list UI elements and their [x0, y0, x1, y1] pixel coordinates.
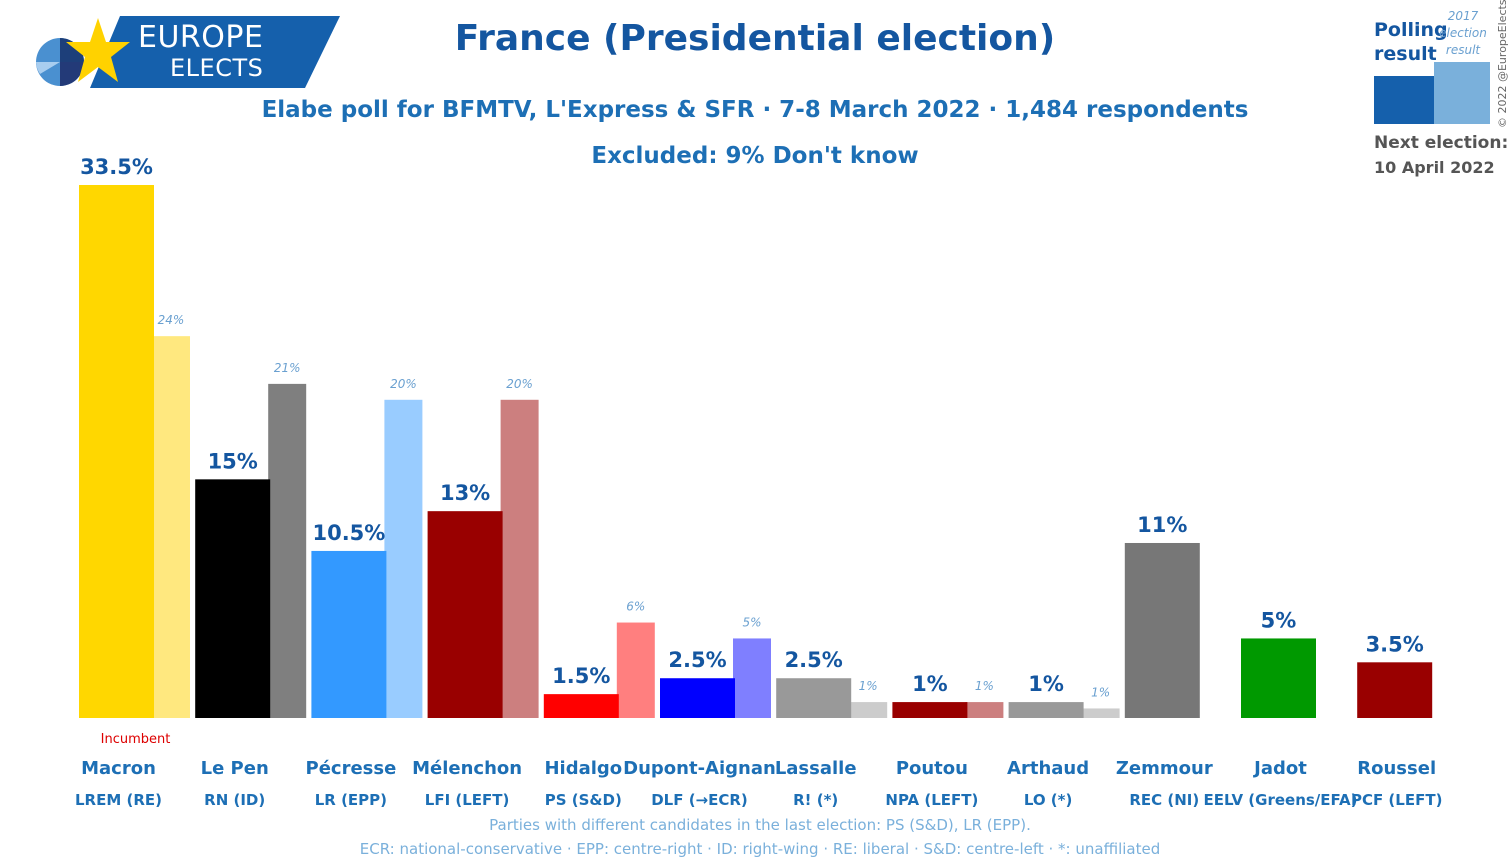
legend-polling-line1: Polling: [1374, 19, 1448, 41]
label-2017-macron: 24%: [158, 313, 185, 327]
bar-poll-macron: [79, 185, 154, 718]
party-macron: LREM (RE): [75, 791, 162, 809]
candidate-name-poutou: Poutou: [896, 758, 968, 779]
label-2017-melenchon: 20%: [506, 377, 533, 391]
bar-2017-arthaud: [1081, 708, 1120, 718]
candidate-name-roussel: Roussel: [1357, 758, 1436, 779]
logo-text-europe: EUROPE: [138, 20, 264, 55]
candidate-name-hidalgo: Hidalgo: [544, 758, 622, 779]
footnote-legend: ECR: national-conservative · EPP: centre…: [359, 840, 1161, 858]
label-2017-dupont-aignan: 5%: [742, 615, 761, 629]
party-roussel: PCF (LEFT): [1351, 791, 1442, 809]
label-2017-pecresse: 20%: [390, 377, 417, 391]
party-lassalle: R! (*): [793, 791, 838, 809]
label-poll-poutou: 1%: [912, 672, 948, 696]
bar-poll-zemmour: [1124, 542, 1200, 718]
logo-banner: [90, 16, 340, 88]
label-poll-lassalle: 2.5%: [785, 648, 843, 672]
bar-poll-le-pen: [195, 479, 271, 718]
candidate-name-dupont-aignan: Dupont-Aignan: [623, 758, 776, 779]
bar-2017-macron: [152, 336, 190, 718]
label-poll-pecresse: 10.5%: [312, 521, 385, 545]
label-poll-zemmour: 11%: [1137, 513, 1187, 537]
footnote-candidates: Parties with different candidates in the…: [489, 816, 1031, 834]
logo-text-elects: ELECTS: [170, 54, 264, 82]
candidate-name-zemmour: Zemmour: [1116, 758, 1213, 779]
candidate-name-macron: Macron: [81, 758, 156, 779]
chart-subtitle: Elabe poll for BFMTV, L'Express & SFR · …: [261, 97, 1249, 123]
next-election-date: 10 April 2022: [1374, 158, 1495, 177]
label-poll-roussel: 3.5%: [1366, 632, 1424, 656]
party-arthaud: LO (*): [1024, 791, 1073, 809]
bar-2017-melenchon: [500, 399, 539, 718]
party-le-pen: RN (ID): [204, 791, 265, 809]
label-poll-melenchon: 13%: [440, 481, 490, 505]
incumbent-label: Incumbent: [101, 732, 171, 747]
legend-polling-swatch: [1374, 76, 1434, 124]
bar-2017-dupont-aignan: [733, 638, 771, 718]
label-poll-le-pen: 15%: [208, 449, 258, 473]
candidate-name-pecresse: Pécresse: [306, 758, 397, 779]
candidate-name-le-pen: Le Pen: [201, 758, 269, 779]
party-jadot: EELV (Greens/EFA): [1203, 791, 1357, 809]
bar-poll-jadot: [1241, 638, 1316, 718]
europe-elects-logo: EUROPE ELECTS: [30, 16, 340, 88]
label-2017-arthaud: 1%: [1091, 685, 1110, 699]
label-poll-jadot: 5%: [1261, 608, 1297, 632]
bar-poll-melenchon: [427, 511, 503, 718]
party-pecresse: LR (EPP): [315, 791, 387, 809]
candidate-name-jadot: Jadot: [1252, 758, 1307, 779]
party-zemmour: REC (NI): [1129, 791, 1199, 809]
candidate-name-lassalle: Lassalle: [775, 758, 857, 779]
party-poutou: NPA (LEFT): [885, 791, 978, 809]
bar-poll-arthaud: [1008, 702, 1084, 718]
chart-title: France (Presidential election): [454, 18, 1056, 59]
label-poll-arthaud: 1%: [1028, 672, 1064, 696]
bar-poll-lassalle: [776, 678, 852, 718]
party-hidalgo: PS (S&D): [545, 791, 622, 809]
label-poll-hidalgo: 1.5%: [552, 664, 610, 688]
bar-poll-roussel: [1357, 662, 1433, 718]
legend-previous-swatch: [1434, 62, 1490, 124]
label-2017-hidalgo: 6%: [626, 600, 645, 614]
bar-2017-pecresse: [384, 399, 423, 718]
party-dupont-aignan: DLF (→ECR): [651, 791, 748, 809]
label-2017-le-pen: 21%: [274, 361, 301, 375]
candidate-name-arthaud: Arthaud: [1007, 758, 1089, 779]
bar-poll-pecresse: [311, 550, 387, 718]
legend-previous-line2: election: [1439, 26, 1487, 40]
legend-previous-line1: 2017: [1447, 9, 1479, 23]
label-poll-dupont-aignan: 2.5%: [668, 648, 726, 672]
bar-poll-dupont-aignan: [660, 678, 735, 718]
next-election-label: Next election:: [1374, 133, 1509, 153]
bar-poll-poutou: [892, 702, 968, 718]
label-poll-macron: 33.5%: [80, 155, 153, 179]
bar-poll-hidalgo: [543, 694, 619, 718]
legend-polling-label: Polling result: [1374, 18, 1448, 66]
legend-previous-label: 2017 election result: [1438, 8, 1488, 59]
bar-2017-hidalgo: [616, 622, 655, 718]
legend-polling-line2: result: [1374, 43, 1437, 65]
party-melenchon: LFI (LEFT): [425, 791, 510, 809]
bar-2017-le-pen: [268, 383, 307, 718]
excluded-note: Excluded: 9% Don't know: [591, 143, 919, 169]
label-2017-lassalle: 1%: [859, 679, 878, 693]
bar-2017-poutou: [965, 702, 1004, 718]
logo-star-icon: [36, 18, 130, 86]
candidate-name-melenchon: Mélenchon: [412, 758, 522, 779]
legend-previous-line3: result: [1445, 43, 1481, 57]
bar-2017-lassalle: [849, 702, 888, 718]
label-2017-poutou: 1%: [975, 679, 994, 693]
